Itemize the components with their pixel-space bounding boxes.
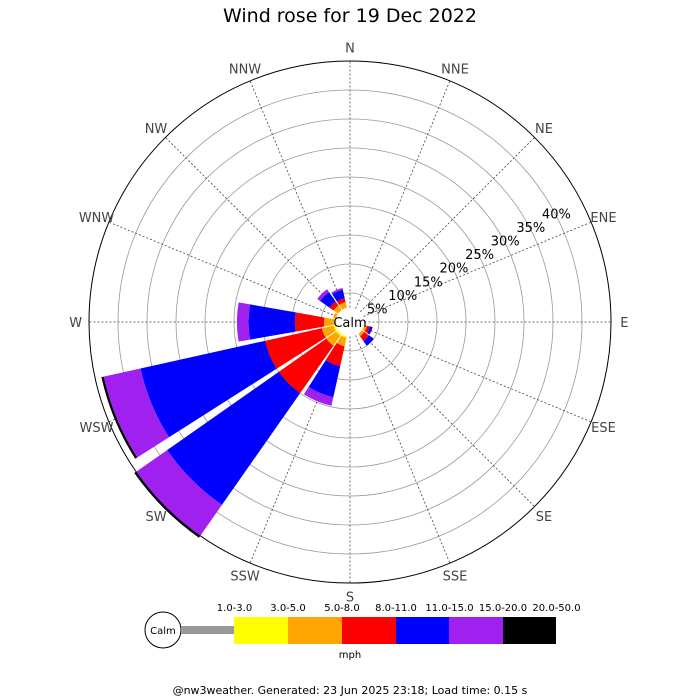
bar-wsw-15.0-20.0 <box>103 368 170 458</box>
bar-se-8.0-11.0 <box>359 331 370 342</box>
radial-tick-label: 10% <box>388 289 417 304</box>
direction-label-e: E <box>620 316 628 331</box>
spoke-line <box>363 327 592 423</box>
direction-label-ese: ESE <box>591 421 616 436</box>
direction-label-se: SE <box>536 510 552 525</box>
bar-ssw-3.0-5.0 <box>341 334 347 338</box>
spoke-line <box>359 331 535 507</box>
legend-unit-label: mph <box>339 650 361 661</box>
bar-w-11.0-15.0 <box>248 304 296 340</box>
footer-text: @nw3weather. Generated: 23 Jun 2025 23:1… <box>172 684 528 697</box>
legend-swatch-8.0-11.0 <box>342 617 396 644</box>
direction-label-nnw: NNW <box>229 63 261 78</box>
spoke-line <box>249 80 345 309</box>
bar-wnw-5.0-8.0 <box>333 312 338 319</box>
bar-sw-20.0-50.0 <box>134 471 201 538</box>
calm-circle <box>335 307 365 337</box>
legend-bin-label: 3.0-5.0 <box>270 603 305 614</box>
bar-nw-11.0-15.0 <box>320 292 336 308</box>
bar-wsw-11.0-15.0 <box>140 340 277 438</box>
legend-swatch-20.0-50.0 <box>503 617 556 644</box>
legend-bin-label: 1.0-3.0 <box>217 603 252 614</box>
calm-label: Calm <box>333 316 366 331</box>
bar-nnw-15.0-20.0 <box>331 288 343 295</box>
bar-sw-3.0-5.0 <box>336 330 342 336</box>
radial-tick-label: 40% <box>542 207 571 222</box>
bar-w-15.0-20.0 <box>236 302 251 342</box>
radial-tick-label: 25% <box>465 248 494 263</box>
bar-sw-5.0-8.0 <box>326 331 341 346</box>
bar-nnw-5.0-8.0 <box>339 302 347 310</box>
bar-wsw-8.0-11.0 <box>265 328 326 369</box>
direction-label-ssw: SSW <box>230 569 260 584</box>
wind-rose-plot: N NNE NE ENE E ESE SE SSE S SSW SW WSW W WNW NW NNW Calm… <box>69 42 628 661</box>
direction-label-w: W <box>69 316 82 331</box>
legend-calm-label: Calm <box>150 626 176 637</box>
bar-ese-8.0-11.0 <box>364 325 370 333</box>
bar-w-3.0-5.0 <box>333 319 336 325</box>
radial-tick-label: 20% <box>440 262 469 277</box>
radial-tick-label: 35% <box>516 221 545 236</box>
bar-ese-5.0-8.0 <box>362 325 367 332</box>
bar-ssw-11.0-15.0 <box>308 360 341 398</box>
direction-label-wsw: WSW <box>80 421 114 436</box>
legend-swatch-5.0-8.0 <box>288 617 342 644</box>
legend-bin-label: 5.0-8.0 <box>324 603 359 614</box>
bar-nnw-8.0-11.0 <box>336 298 346 305</box>
spoke-line <box>363 221 592 317</box>
legend-bin-label: 15.0-20.0 <box>479 603 527 614</box>
bar-w-5.0-8.0 <box>323 317 335 327</box>
bar-sw-11.0-15.0 <box>167 371 301 505</box>
spoke-line <box>355 80 451 309</box>
radial-tick-label: 5% <box>367 303 388 318</box>
radial-tick-label: 15% <box>414 275 443 290</box>
legend-bin-label: 11.0-15.0 <box>425 603 473 614</box>
spoke-line <box>355 335 451 564</box>
bar-wsw-20.0-50.0 <box>101 376 138 459</box>
bar-ssw-15.0-20.0 <box>303 387 334 406</box>
spoke-line <box>165 137 341 313</box>
direction-label-sse: SSE <box>443 569 468 584</box>
bar-ssw-5.0-8.0 <box>336 335 347 347</box>
bar-sw-15.0-20.0 <box>136 450 222 536</box>
bar-sw-8.0-11.0 <box>278 338 334 394</box>
bar-ese-11.0-15.0 <box>367 326 373 335</box>
direction-label-ene: ENE <box>590 211 616 226</box>
direction-label-n: N <box>345 42 355 57</box>
radial-tick-label: 30% <box>491 234 520 249</box>
legend-swatch-1.0-3.0 <box>181 626 234 634</box>
spoke-line <box>359 137 535 313</box>
direction-label-nw: NW <box>145 122 168 137</box>
direction-label-nne: NNE <box>441 63 469 78</box>
bar-wsw-5.0-8.0 <box>321 325 336 338</box>
bar-wsw-3.0-5.0 <box>333 325 338 332</box>
spoke-line <box>108 221 337 317</box>
bar-ssw-8.0-11.0 <box>325 343 345 367</box>
bar-se-5.0-8.0 <box>358 330 365 337</box>
bar-nnw-11.0-15.0 <box>332 289 345 302</box>
bar-nw-15.0-20.0 <box>317 289 330 302</box>
direction-label-ne: NE <box>535 122 553 137</box>
chart-title: Wind rose for 19 Dec 2022 <box>223 5 477 27</box>
bar-nw-5.0-8.0 <box>333 305 342 314</box>
direction-label-sw: SW <box>145 510 166 525</box>
bar-nw-8.0-11.0 <box>329 301 339 311</box>
legend-bin-label: 8.0-11.0 <box>375 603 417 614</box>
outer-ring <box>88 60 612 584</box>
legend-swatch-3.0-5.0 <box>234 617 288 644</box>
legend-swatch-11.0-15.0 <box>396 617 449 644</box>
bar-w-8.0-11.0 <box>294 312 325 332</box>
direction-label-s: S <box>346 590 354 605</box>
grid-ring <box>175 147 525 497</box>
legend-swatch-15.0-20.0 <box>449 617 503 644</box>
bar-se-11.0-15.0 <box>363 335 374 346</box>
grid-ring <box>204 176 496 468</box>
legend-bin-label: 20.0-50.0 <box>532 603 580 614</box>
direction-label-wnw: WNW <box>79 211 115 226</box>
